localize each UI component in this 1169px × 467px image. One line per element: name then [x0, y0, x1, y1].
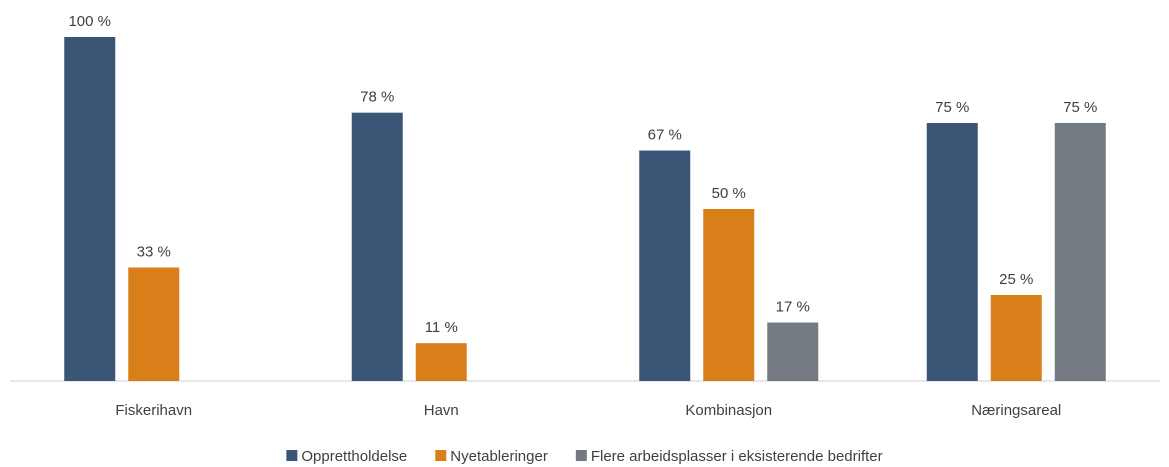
value-label: 67 %: [648, 126, 682, 143]
legend-label: Opprettholdelse: [301, 448, 407, 465]
x-tick-label: Næringsareal: [971, 402, 1061, 419]
value-label: 75 %: [935, 99, 969, 116]
value-label: 11 %: [425, 319, 458, 336]
value-label: 78 %: [360, 89, 394, 106]
x-tick-label: Kombinasjon: [685, 402, 772, 419]
x-tick-label: Havn: [424, 402, 459, 419]
value-label: 75 %: [1063, 99, 1097, 116]
value-label: 50 %: [712, 185, 746, 202]
bar: [128, 267, 180, 381]
legend-swatch: [575, 450, 587, 461]
bar: [351, 112, 403, 382]
bar: [703, 209, 755, 381]
bar: [415, 343, 467, 381]
legend-label: Nyetableringer: [450, 448, 548, 465]
legend-swatch: [435, 450, 447, 461]
bar: [767, 322, 819, 381]
bar: [926, 123, 978, 381]
legend-swatch: [286, 450, 298, 461]
bar: [639, 150, 691, 381]
bar: [64, 37, 116, 381]
bar: [1054, 123, 1106, 381]
value-label: 33 %: [137, 243, 171, 260]
value-label: 100 %: [68, 13, 111, 30]
value-label: 25 %: [999, 271, 1033, 288]
legend-label: Flere arbeidsplasser i eksisterende bedr…: [591, 448, 883, 465]
x-tick-label: Fiskerihavn: [115, 402, 192, 419]
bar: [990, 295, 1042, 381]
value-label: 17 %: [776, 298, 810, 315]
